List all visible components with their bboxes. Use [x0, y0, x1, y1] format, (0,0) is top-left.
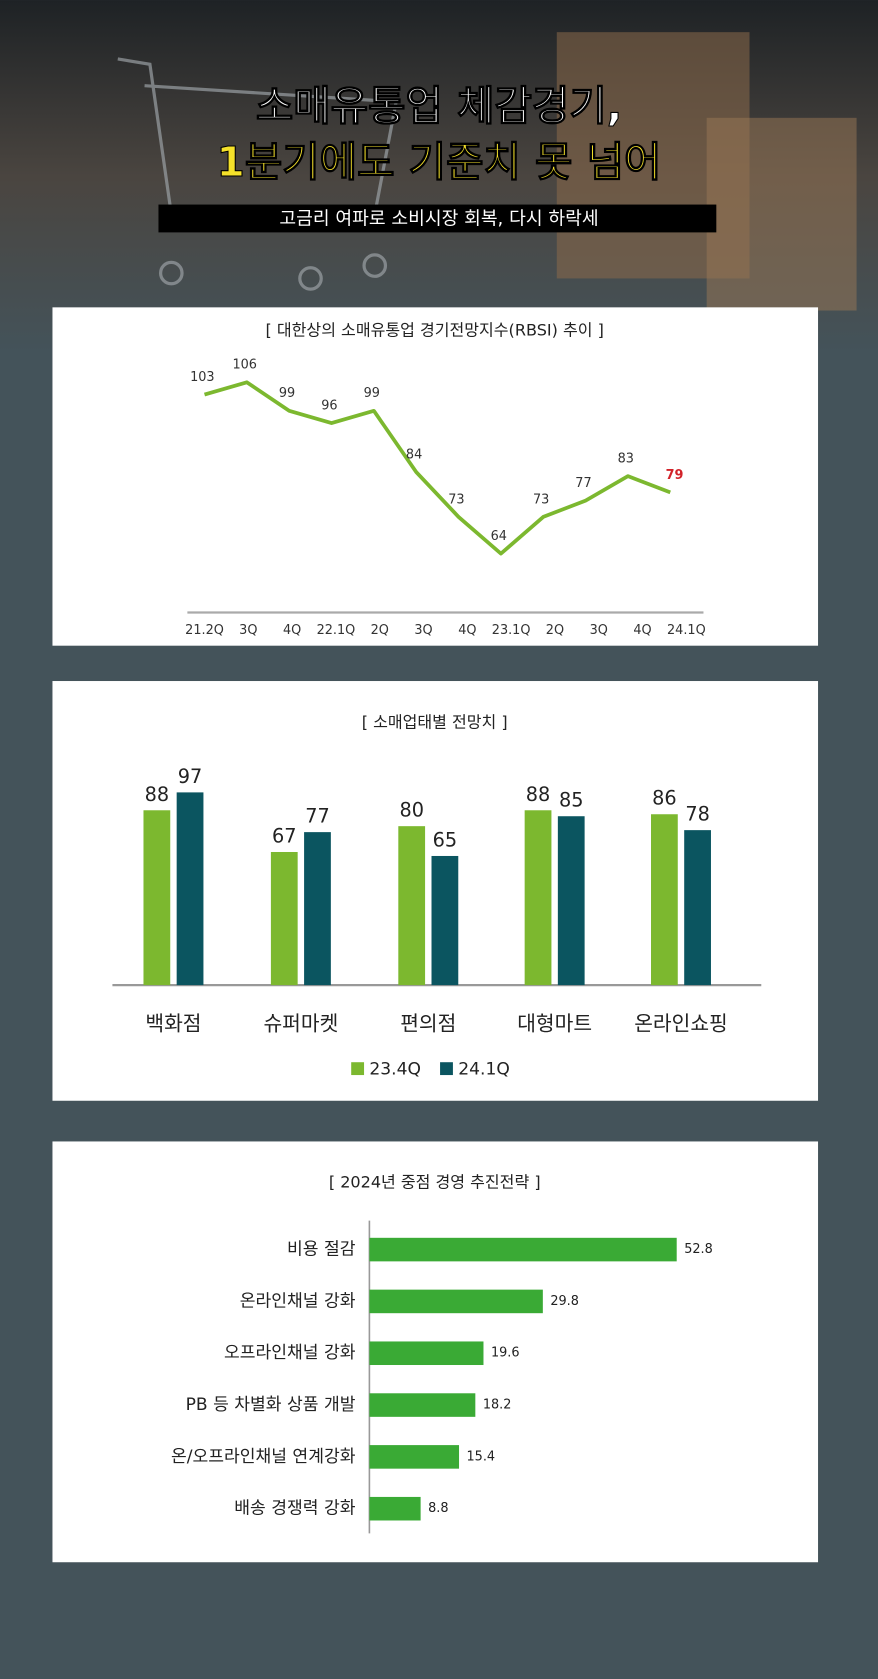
value-label: 18.2 [483, 1398, 512, 1413]
x-tick-label: 21.2Q [185, 623, 224, 638]
value-label: 8.8 [428, 1501, 448, 1516]
value-label: 78 [685, 803, 710, 826]
x-tick-label: 슈퍼마켓 [263, 1012, 338, 1036]
x-tick-label: 24.1Q [667, 623, 706, 638]
bar [176, 792, 204, 986]
value-label: 103 [190, 370, 215, 385]
value-label: 77 [575, 476, 591, 491]
x-tick-label: 편의점 [400, 1012, 456, 1036]
bar [369, 1341, 484, 1366]
y-tick-label: 배송 경쟁력 강화 [234, 1499, 355, 1519]
value-label: 83 [618, 451, 634, 466]
x-tick-label: 대형마트 [517, 1012, 592, 1036]
bar [684, 830, 711, 986]
bar [651, 814, 678, 986]
value-label: 80 [399, 799, 424, 822]
value-label: 65 [433, 828, 458, 851]
value-label: 64 [491, 529, 507, 544]
value-label: 99 [279, 386, 295, 401]
bar [369, 1289, 543, 1314]
chart-title: [ 2024년 중점 경영 추진전략 ] [329, 1173, 541, 1192]
y-tick-label: 온/오프라인채널 연계강화 [171, 1447, 356, 1467]
bar [398, 826, 426, 986]
legend-label: 23.4Q [369, 1060, 421, 1080]
value-label: 73 [533, 492, 549, 507]
value-label: 79 [666, 468, 684, 483]
value-label: 84 [406, 447, 422, 462]
bar [431, 855, 459, 986]
value-label: 97 [178, 765, 203, 788]
box-decor [706, 117, 857, 311]
legend-swatch [351, 1062, 365, 1076]
x-tick-label: 3Q [414, 623, 432, 638]
value-label: 15.4 [467, 1449, 496, 1464]
bar [143, 810, 171, 986]
bar [304, 832, 331, 986]
x-tick-label: 3Q [239, 623, 257, 638]
panel [52, 307, 819, 646]
value-label: 67 [272, 825, 297, 848]
bar [369, 1237, 677, 1262]
y-tick-label: 비용 절감 [287, 1240, 356, 1260]
x-tick-label: 3Q [590, 623, 608, 638]
x-tick-label: 백화점 [145, 1012, 201, 1036]
line [203, 380, 671, 556]
y-tick-label: 오프라인채널 강화 [224, 1343, 356, 1363]
bar [369, 1393, 476, 1417]
x-tick-label: 2Q [371, 623, 389, 638]
x-tick-label: 22.1Q [317, 623, 356, 638]
x-tick-label: 2Q [546, 623, 564, 638]
value-label: 52.8 [684, 1242, 713, 1257]
bar [557, 816, 585, 986]
bar [369, 1445, 460, 1469]
x-tick-label: 4Q [633, 623, 651, 638]
y-tick-label: PB 등 차별화 상품 개발 [186, 1395, 356, 1415]
value-label: 77 [305, 805, 330, 828]
value-label: 96 [321, 398, 337, 413]
value-label: 86 [652, 787, 677, 810]
x-tick-label: 4Q [283, 623, 301, 638]
value-label: 29.8 [550, 1294, 579, 1309]
value-label: 88 [526, 783, 551, 806]
value-label: 88 [145, 783, 170, 806]
bar [369, 1496, 421, 1521]
x-tick-label: 온라인쇼핑 [634, 1012, 728, 1036]
subtitle-bar [158, 204, 717, 233]
y-tick-label: 온라인채널 강화 [240, 1291, 356, 1311]
headline: 1분기에도 기준치 못 넘어 [217, 138, 662, 186]
chart-title: [ 소매업태별 전망치 ] [362, 712, 508, 731]
value-label: 85 [559, 789, 584, 812]
value-label: 99 [364, 386, 380, 401]
headline: 소매유통업 체감경기, [256, 82, 622, 130]
bar [524, 810, 552, 986]
x-tick-label: 23.1Q [492, 623, 531, 638]
x-tick-label: 4Q [458, 623, 476, 638]
subtitle: 고금리 여파로 소비시장 회복, 다시 하락세 [279, 209, 598, 230]
chart-title: [ 대한상의 소매유통업 경기전망지수(RBSI) 추이 ] [266, 320, 604, 339]
legend-label: 24.1Q [458, 1060, 510, 1080]
bar [270, 851, 298, 986]
legend-swatch [440, 1062, 453, 1076]
value-label: 106 [232, 358, 256, 373]
value-label: 73 [448, 492, 464, 507]
value-label: 19.6 [491, 1346, 520, 1361]
